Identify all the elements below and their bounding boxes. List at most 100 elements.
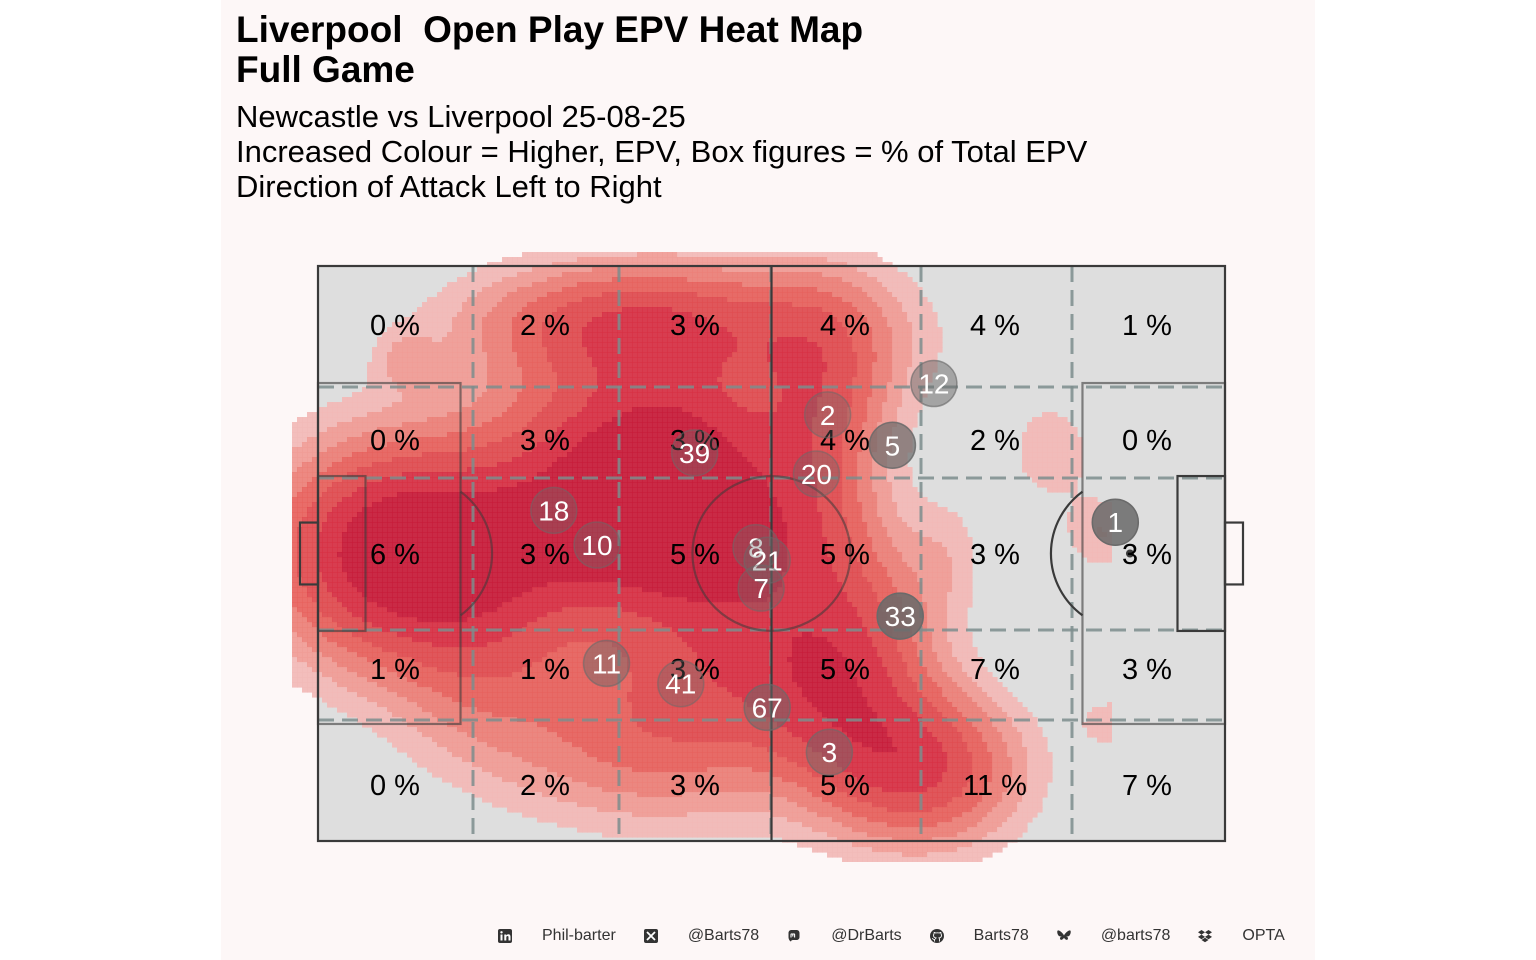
heat-cell: [572, 387, 578, 393]
heat-cell: [702, 357, 708, 363]
heat-cell: [797, 377, 803, 383]
heat-cell: [577, 327, 583, 333]
heat-cell: [842, 277, 848, 283]
heat-cell: [677, 337, 683, 343]
heat-cell: [312, 462, 318, 468]
heat-cell: [477, 277, 483, 283]
heat-cell: [347, 457, 353, 463]
heat-cell: [712, 292, 718, 298]
heat-cell: [662, 462, 668, 468]
heat-cell: [417, 412, 423, 418]
heat-cell: [837, 332, 843, 338]
heat-cell: [387, 342, 393, 348]
heat-cell: [667, 347, 673, 353]
heat-cell: [762, 447, 768, 453]
heat-cell: [357, 442, 363, 448]
heat-cell: [747, 272, 753, 278]
heat-cell: [667, 257, 673, 263]
heat-cell: [907, 327, 913, 333]
heat-cell: [602, 392, 608, 398]
heat-cell: [462, 412, 468, 418]
heat-cell: [562, 372, 568, 378]
heat-cell: [482, 457, 488, 463]
heat-cell: [622, 467, 628, 473]
heat-cell: [762, 422, 768, 428]
heat-cell: [657, 412, 663, 418]
heat-cell: [1062, 467, 1068, 473]
heat-cell: [347, 452, 353, 458]
heat-cell: [482, 302, 488, 308]
heat-cell: [1047, 457, 1053, 463]
heat-cell: [682, 457, 688, 463]
heat-cell: [882, 372, 888, 378]
heat-cell: [382, 432, 388, 438]
heat-cell: [932, 332, 938, 338]
heat-cell: [382, 467, 388, 473]
heat-cell: [1037, 467, 1043, 473]
heat-cell: [672, 382, 678, 388]
heat-cell: [612, 447, 618, 453]
heat-cell: [522, 362, 528, 368]
heat-cell: [817, 292, 823, 298]
heat-cell: [812, 377, 818, 383]
heat-cell: [507, 432, 513, 438]
heat-cell: [557, 312, 563, 318]
heat-cell: [477, 387, 483, 393]
heat-cell: [907, 317, 913, 323]
heat-cell: [632, 332, 638, 338]
heat-cell: [622, 312, 628, 318]
heat-cell: [787, 282, 793, 288]
heat-cell: [672, 427, 678, 433]
heat-cell: [822, 377, 828, 383]
heat-cell: [517, 382, 523, 388]
heat-cell: [697, 332, 703, 338]
heat-cell: [307, 457, 313, 463]
heat-cell: [612, 342, 618, 348]
heat-cell: [777, 427, 783, 433]
heat-cell: [812, 397, 818, 403]
heat-cell: [737, 367, 743, 373]
heat-cell: [537, 312, 543, 318]
heat-cell: [762, 382, 768, 388]
heat-cell: [437, 297, 443, 303]
heat-cell: [672, 272, 678, 278]
heat-cell: [712, 367, 718, 373]
heat-cell: [567, 357, 573, 363]
heat-cell: [652, 377, 658, 383]
heat-cell: [572, 257, 578, 263]
heat-cell: [377, 337, 383, 343]
heat-cell: [637, 252, 643, 258]
heat-cell: [387, 467, 393, 473]
heat-cell: [557, 272, 563, 278]
heat-cell: [737, 317, 743, 323]
heat-cell: [412, 337, 418, 343]
heat-cell: [832, 317, 838, 323]
heat-cell: [542, 457, 548, 463]
heat-cell: [777, 267, 783, 273]
heat-cell: [662, 352, 668, 358]
heat-cell: [692, 282, 698, 288]
heat-cell: [632, 392, 638, 398]
heat-cell: [412, 312, 418, 318]
heat-cell: [637, 307, 643, 313]
heat-cell: [572, 367, 578, 373]
heat-cell: [512, 367, 518, 373]
heat-cell: [782, 437, 788, 443]
heat-cell: [522, 412, 528, 418]
heat-cell: [482, 427, 488, 433]
heat-cell: [442, 357, 448, 363]
heat-cell: [572, 297, 578, 303]
heat-cell: [802, 297, 808, 303]
heat-cell: [757, 272, 763, 278]
heat-cell: [742, 432, 748, 438]
heat-cell: [307, 422, 313, 428]
heat-cell: [707, 277, 713, 283]
heat-cell: [687, 317, 693, 323]
heat-cell: [682, 337, 688, 343]
heat-cell: [497, 337, 503, 343]
heat-cell: [402, 372, 408, 378]
heat-cell: [517, 322, 523, 328]
heat-cell: [747, 317, 753, 323]
heat-cell: [472, 342, 478, 348]
heat-cell: [582, 317, 588, 323]
